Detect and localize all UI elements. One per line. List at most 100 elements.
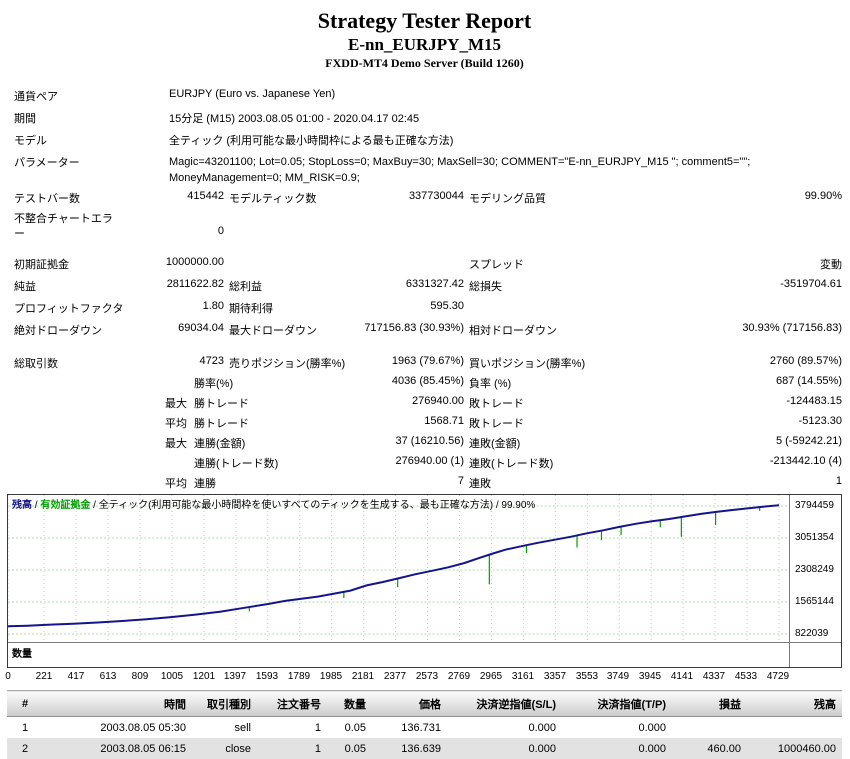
profit-trade-label: 勝トレード [194, 398, 249, 410]
trade-cell: close [225, 742, 251, 755]
trade-cell: 0.05 [344, 721, 366, 734]
legend-separator: / [493, 500, 502, 511]
y-tick-label: 1565144 [795, 596, 834, 607]
row-mismatch: 不整合チャートエラー 0 [7, 208, 842, 241]
profit-trade-label: 勝トレード [194, 418, 249, 430]
trades-header-cell: 取引種別 [192, 690, 257, 717]
row-model: モデル 全ティック (利用可能な最小時間枠による最も正確な方法) [7, 128, 842, 150]
model-label: モデル [14, 135, 47, 147]
win-rate-value: 4036 (85.45%) [391, 375, 464, 387]
largest-loss-value: -124483.15 [786, 395, 842, 407]
avg-consec-loss-label: 連敗 [469, 478, 491, 490]
y-tick-label: 822039 [795, 628, 829, 639]
trade-cell: 1000460.00 [777, 742, 836, 755]
volume-pane-divider [789, 643, 790, 667]
abs-dd-label: 絶対ドローダウン [14, 325, 102, 337]
x-tick-label: 2181 [351, 671, 375, 682]
payoff-label: 期待利得 [229, 303, 273, 315]
consec-win-money-value: 37 (16210.56) [395, 435, 465, 447]
x-tick-label: 2573 [415, 671, 439, 682]
x-tick-label: 1985 [319, 671, 343, 682]
net-value: 2811622.82 [166, 278, 224, 290]
symbol-label: 通貨ペア [14, 91, 58, 103]
x-tick-label: 4337 [702, 671, 726, 682]
max-label: 最大 [165, 438, 187, 450]
loss-trade-label: 敗トレード [469, 418, 524, 430]
trade-row: 2 2003.08.05 06:15 close 1 0.05 136.639 0.000 0… [7, 738, 842, 759]
consec-loss-count-value: -213442.10 (4) [769, 455, 842, 467]
row-average-consecutive: 平均 連勝 7 連敗 1 [7, 471, 842, 491]
consec-loss-money-label: 連敗(金額) [469, 438, 521, 450]
row-parameters: パラメーター Magic=43201100; Lot=0.05; StopLos… [7, 150, 842, 186]
mismatch-value: 0 [217, 225, 224, 237]
trades-header-cell: 数量 [327, 690, 372, 717]
balance-equity-graph [8, 495, 789, 642]
x-tick-label: 4141 [670, 671, 694, 682]
row-total-trades: 総取引数 4723 売りポジション(勝率%) 1963 (79.67%) 買いポ… [7, 351, 842, 371]
x-tick-label: 4533 [734, 671, 758, 682]
balance-chart-plot: 残高 / 有効証拠金 / 全ティック(利用可能な最小時間枠を使いすべてのティック… [8, 495, 841, 642]
consec-win-count-label: 連勝(トレード数) [194, 458, 279, 470]
y-tick-label: 3794459 [795, 500, 834, 511]
deposit-value: 1000000.00 [165, 256, 224, 268]
quality-value: 99.90% [804, 190, 842, 202]
gross-profit-label: 総利益 [229, 281, 262, 293]
y-tick-label: 3051354 [795, 532, 834, 543]
total-trades-value: 4723 [199, 355, 224, 367]
x-tick-label: 2377 [383, 671, 407, 682]
row-consecutive-money: 最大 連勝(金額) 37 (16210.56) 連敗(金額) 5 (-59242… [7, 431, 842, 451]
trade-cell: 0.05 [344, 742, 366, 755]
x-tick-label: 1005 [160, 671, 184, 682]
trades-header-cell: # [7, 690, 47, 717]
max-label: 最大 [165, 398, 187, 410]
avg-label: 平均 [165, 418, 187, 430]
x-tick-label: 809 [131, 671, 149, 682]
trades-header-cell: 損益 [672, 690, 747, 717]
avg-consec-loss-value: 1 [835, 475, 842, 487]
y-axis-labels: 3794459 3051354 2308249 1565144 822039 [789, 495, 841, 642]
spacer [7, 241, 842, 252]
quality-label: モデリング品質 [469, 193, 546, 205]
trades-header-cell: 注文番号 [257, 690, 327, 717]
balance-chart: 残高 / 有効証拠金 / 全ティック(利用可能な最小時間枠を使いすべてのティック… [7, 494, 842, 668]
trade-cell: 1 [314, 721, 321, 734]
trade-cell: sell [234, 721, 251, 734]
trades-table: # 時間 取引種別 注文番号 数量 価格 決済逆指値(S/L) 決済指値(T/P) 損益 残高 1… [7, 690, 842, 759]
loss-rate-value: 687 (14.55%) [775, 375, 842, 387]
spread-label: スプレッド [469, 259, 524, 271]
long-positions-value: 2760 (89.57%) [769, 355, 842, 367]
deposit-label: 初期証拠金 [14, 259, 69, 271]
loss-rate-label: 負率 (%) [469, 378, 512, 390]
consec-win-money-label: 連勝(金額) [194, 438, 246, 450]
avg-profit-value: 1568.71 [424, 415, 464, 427]
avg-consec-win-label: 連勝 [194, 478, 216, 490]
trade-cell: 136.731 [401, 721, 441, 734]
row-net-profit: 純益 2811622.82 総利益 6331327.42 総損失 -351970… [7, 274, 842, 296]
payoff-value: 595.30 [430, 300, 464, 312]
gross-profit-value: 6331327.42 [405, 278, 464, 290]
x-tick-label: 1201 [192, 671, 216, 682]
server-info: FXDD-MT4 Demo Server (Build 1260) [325, 56, 524, 70]
largest-profit-value: 276940.00 [412, 395, 464, 407]
bars-label: テストバー数 [14, 193, 80, 205]
legend-separator: / [90, 500, 99, 511]
trade-cell: 1 [21, 721, 29, 734]
spacer [7, 340, 842, 351]
parameters-label: パラメーター [14, 157, 80, 169]
trade-cell: 0.000 [638, 742, 666, 755]
short-positions-value: 1963 (79.67%) [391, 355, 464, 367]
period-value: 15分足 (M15) 2003.08.05 01:00 - 2020.04.17… [169, 113, 420, 125]
model-value: 全ティック (利用可能な最小時間枠による最も正確な方法) [169, 135, 454, 147]
avg-consec-win-value: 7 [457, 475, 464, 487]
trade-cell: 2 [21, 742, 29, 755]
trade-cell [747, 717, 842, 739]
trades-header-cell: 価格 [372, 690, 447, 717]
trades-header-cell: 時間 [47, 690, 192, 717]
x-tick-label: 2769 [447, 671, 471, 682]
bars-value: 415442 [187, 190, 224, 202]
volume-pane: 数量 [8, 642, 841, 667]
row-drawdown: 絶対ドローダウン 69034.04 最大ドローダウン 717156.83 (30… [7, 318, 842, 340]
row-symbol: 通貨ペア EURJPY (Euro vs. Japanese Yen) [7, 84, 842, 106]
x-tick-label: 3749 [606, 671, 630, 682]
